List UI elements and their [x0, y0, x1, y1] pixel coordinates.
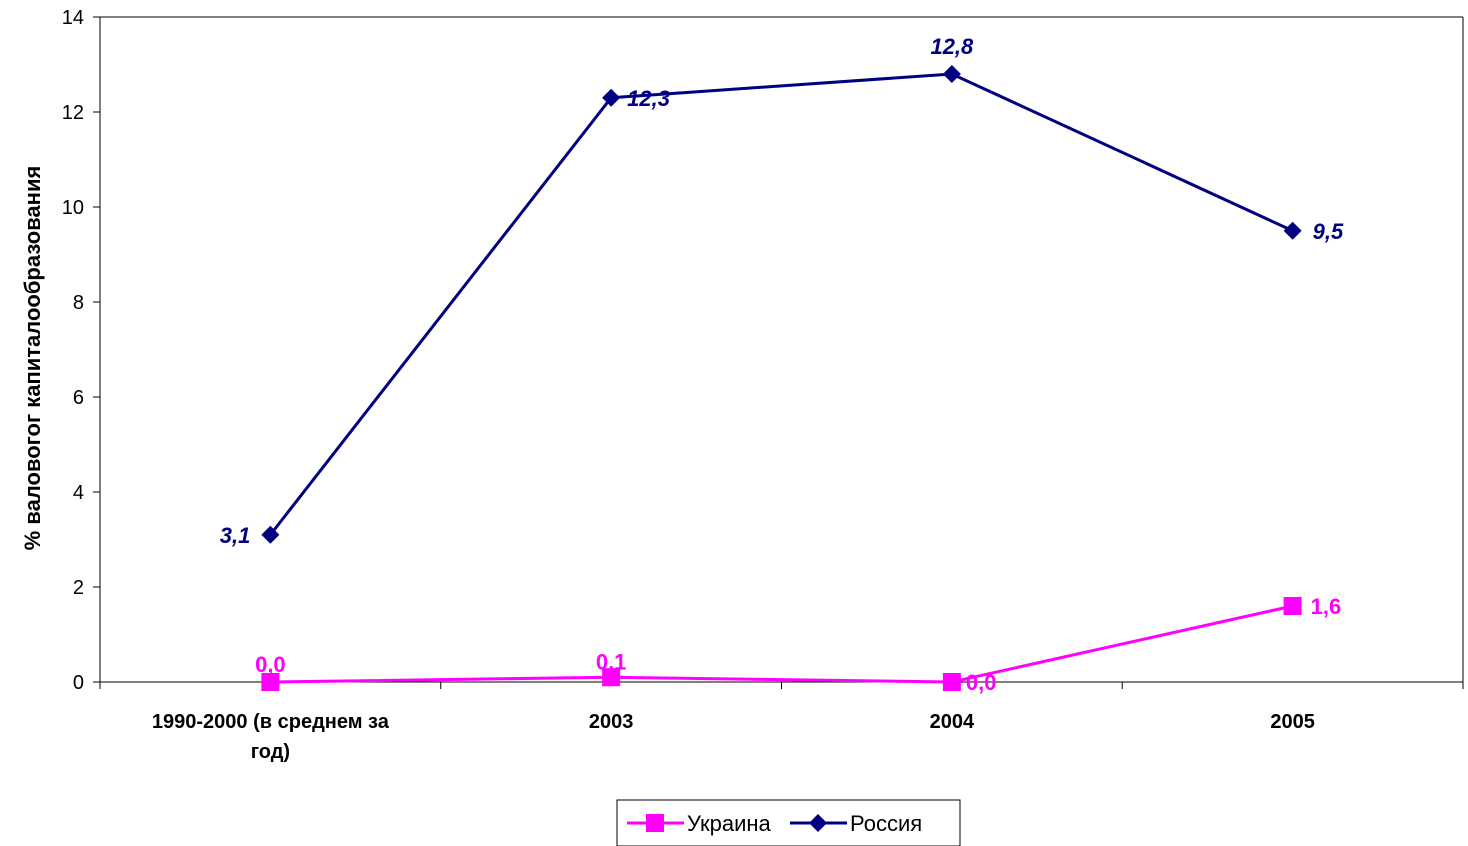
data-point-marker: [1283, 221, 1302, 240]
x-tick-label: 1990-2000 (в среднем за год): [152, 711, 390, 763]
data-point-marker: [942, 65, 961, 83]
data-label: 0,0: [966, 670, 997, 695]
y-tick-label: 12: [62, 102, 84, 124]
x-tick-label: 2004: [930, 711, 975, 733]
series-russia: 3,1 12,3 12,8 9,5: [220, 34, 1344, 548]
data-point-marker: [602, 668, 621, 687]
x-tick-label: 2003: [589, 711, 634, 733]
data-label: 0,0: [255, 652, 286, 677]
x-axis: 1990-2000 (в среднем за год) 2003 2004 2005: [99, 681, 1464, 763]
data-point-marker: [1283, 597, 1302, 615]
y-axis: 0 2 4 6 8 10 12 14: [62, 7, 101, 694]
x-tick-label-line: год): [251, 741, 290, 763]
y-tick-label: 0: [73, 672, 84, 694]
x-tick-label-line: 2005: [1270, 711, 1315, 733]
legend-item: Украина: [627, 811, 772, 836]
legend-swatch-marker: [809, 814, 827, 832]
legend-label: Россия: [850, 811, 922, 836]
data-label: 12,8: [930, 34, 974, 59]
legend: Украина Россия: [616, 799, 961, 846]
series-line: [269, 72, 1294, 536]
data-label: 1,6: [1311, 594, 1342, 619]
x-tick-label-line: 2003: [589, 711, 634, 733]
y-tick-label: 14: [62, 7, 84, 29]
data-point-marker: [602, 88, 621, 107]
y-axis-label: % валовогог капиталообразования: [20, 166, 45, 551]
data-label: 12,3: [627, 86, 670, 111]
data-point-marker: [261, 525, 280, 544]
y-tick-label: 4: [73, 482, 84, 504]
data-label: 0,1: [596, 649, 627, 674]
legend-label: Украина: [687, 811, 772, 836]
plot-area: [100, 16, 1464, 682]
y-tick-label: 8: [73, 292, 84, 314]
y-tick-label: 6: [73, 387, 84, 409]
y-tick-label: 10: [62, 197, 84, 219]
data-label: 9,5: [1313, 219, 1344, 244]
series-layer: 0,0 0,1 0,0 1,6 3,1 12,3 12,8 9,5: [220, 34, 1344, 695]
x-tick-label-line: 1990-2000 (в среднем за: [152, 711, 390, 733]
data-point-marker: [261, 673, 280, 691]
x-tick-label: 2005: [1270, 711, 1315, 733]
data-point-marker: [942, 673, 961, 691]
x-tick-label-line: 2004: [930, 711, 975, 733]
legend-swatch-marker: [646, 814, 664, 832]
legend-item: Россия: [790, 811, 922, 836]
series-line: [270, 604, 1293, 684]
series-ukraine: 0,0 0,1 0,0 1,6: [255, 594, 1341, 695]
data-label: 3,1: [220, 523, 251, 548]
y-tick-label: 2: [73, 577, 84, 599]
